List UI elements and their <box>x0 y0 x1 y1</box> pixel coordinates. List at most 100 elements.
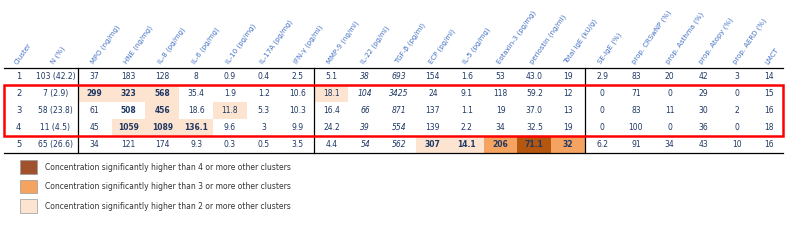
Text: 6.2: 6.2 <box>596 140 608 149</box>
Text: 13: 13 <box>564 106 573 115</box>
Text: 14: 14 <box>764 72 774 81</box>
Text: 24: 24 <box>428 89 438 98</box>
Text: 3: 3 <box>16 106 21 115</box>
Text: 137: 137 <box>425 106 440 115</box>
Text: 3425: 3425 <box>389 89 409 98</box>
Text: 2.2: 2.2 <box>461 123 473 132</box>
Text: MPO (ng/mg): MPO (ng/mg) <box>89 24 121 65</box>
Text: 11 (4.5): 11 (4.5) <box>41 123 71 132</box>
Text: 136.1: 136.1 <box>184 123 208 132</box>
Bar <box>78 85 111 102</box>
Text: 42: 42 <box>699 72 708 81</box>
Bar <box>416 136 450 153</box>
Text: SE-IgE (%): SE-IgE (%) <box>597 32 623 65</box>
Text: 1089: 1089 <box>152 123 173 132</box>
Text: 2: 2 <box>16 89 21 98</box>
Text: 871: 871 <box>392 106 407 115</box>
Text: 11.8: 11.8 <box>221 106 239 115</box>
Text: 0: 0 <box>667 123 672 132</box>
Text: IL-10 (pg/mg): IL-10 (pg/mg) <box>225 23 257 65</box>
Bar <box>20 180 37 193</box>
Text: 2: 2 <box>735 106 739 115</box>
Text: IL-5 (pg/mg): IL-5 (pg/mg) <box>462 27 491 65</box>
Text: 0: 0 <box>735 123 739 132</box>
Text: 1059: 1059 <box>118 123 139 132</box>
Text: IL-22 (pg/ml): IL-22 (pg/ml) <box>360 25 391 65</box>
Text: IL-8 (pg/mg): IL-8 (pg/mg) <box>157 27 187 65</box>
Bar <box>315 85 349 102</box>
Text: 154: 154 <box>425 72 440 81</box>
Text: 456: 456 <box>155 106 170 115</box>
Text: IL-6 (pg/mg): IL-6 (pg/mg) <box>191 27 221 65</box>
Text: 32: 32 <box>563 140 573 149</box>
Text: 0.5: 0.5 <box>257 140 270 149</box>
Text: 174: 174 <box>155 140 170 149</box>
Text: 2.5: 2.5 <box>291 72 304 81</box>
Text: 43.0: 43.0 <box>526 72 543 81</box>
Text: 32.5: 32.5 <box>526 123 542 132</box>
Text: 9.9: 9.9 <box>291 123 304 132</box>
Text: 35.4: 35.4 <box>188 89 205 98</box>
Text: 91: 91 <box>631 140 641 149</box>
Text: 10.3: 10.3 <box>289 106 306 115</box>
Text: 83: 83 <box>631 106 641 115</box>
Text: 0.9: 0.9 <box>224 72 236 81</box>
Text: 36: 36 <box>699 123 708 132</box>
Text: 554: 554 <box>392 123 407 132</box>
Text: 323: 323 <box>121 89 137 98</box>
Text: 9.3: 9.3 <box>190 140 203 149</box>
Text: 307: 307 <box>425 140 441 149</box>
Text: 11: 11 <box>665 106 674 115</box>
Text: 0: 0 <box>600 89 604 98</box>
Text: 128: 128 <box>155 72 170 81</box>
Text: 19: 19 <box>495 106 506 115</box>
Text: 121: 121 <box>122 140 136 149</box>
Text: 3: 3 <box>261 123 266 132</box>
Text: 20: 20 <box>665 72 674 81</box>
Text: 0.4: 0.4 <box>257 72 270 81</box>
Text: 1.2: 1.2 <box>257 89 270 98</box>
Bar <box>484 136 517 153</box>
Text: 37.0: 37.0 <box>526 106 543 115</box>
Text: 2.9: 2.9 <box>596 72 608 81</box>
Text: prop. Atopy (%): prop. Atopy (%) <box>698 17 735 65</box>
Text: TGF-β (pg/ml): TGF-β (pg/ml) <box>394 22 427 65</box>
Text: 71.1: 71.1 <box>525 140 544 149</box>
Text: 1.6: 1.6 <box>461 72 473 81</box>
Text: 104: 104 <box>358 89 373 98</box>
Text: 54: 54 <box>360 140 370 149</box>
Text: 34: 34 <box>89 140 100 149</box>
Text: Cluster: Cluster <box>13 42 33 65</box>
Text: ECP (pg/ml): ECP (pg/ml) <box>428 28 456 65</box>
Text: Concentration significantly higher than 2 or more other clusters: Concentration significantly higher than … <box>45 202 290 211</box>
Text: Eotaxin-3 (pg/mg): Eotaxin-3 (pg/mg) <box>495 10 537 65</box>
Text: 29: 29 <box>699 89 708 98</box>
Text: 18.1: 18.1 <box>323 89 340 98</box>
Text: 10.6: 10.6 <box>289 89 306 98</box>
Text: 568: 568 <box>155 89 170 98</box>
Bar <box>213 102 246 119</box>
Text: 19: 19 <box>564 72 573 81</box>
Text: 562: 562 <box>392 140 407 149</box>
Text: 0: 0 <box>735 89 739 98</box>
Text: 1.1: 1.1 <box>461 106 473 115</box>
Text: 18.6: 18.6 <box>188 106 204 115</box>
Text: HNE (ng/mg): HNE (ng/mg) <box>123 25 155 65</box>
Text: 100: 100 <box>629 123 643 132</box>
Bar <box>517 136 551 153</box>
Text: 30: 30 <box>699 106 708 115</box>
Bar <box>20 160 37 174</box>
Text: Total IgE (kU/g): Total IgE (kU/g) <box>563 18 599 65</box>
Text: 5.1: 5.1 <box>326 72 338 81</box>
Text: 0: 0 <box>667 89 672 98</box>
Bar <box>145 119 179 136</box>
Text: 15: 15 <box>764 89 774 98</box>
Text: MMP-9 (ng/ml): MMP-9 (ng/ml) <box>326 20 360 65</box>
Text: 12: 12 <box>564 89 573 98</box>
Bar <box>145 102 179 119</box>
Text: 16.4: 16.4 <box>323 106 340 115</box>
Bar <box>111 119 145 136</box>
Text: 5.3: 5.3 <box>257 106 270 115</box>
Bar <box>111 85 145 102</box>
Text: 0: 0 <box>600 123 604 132</box>
